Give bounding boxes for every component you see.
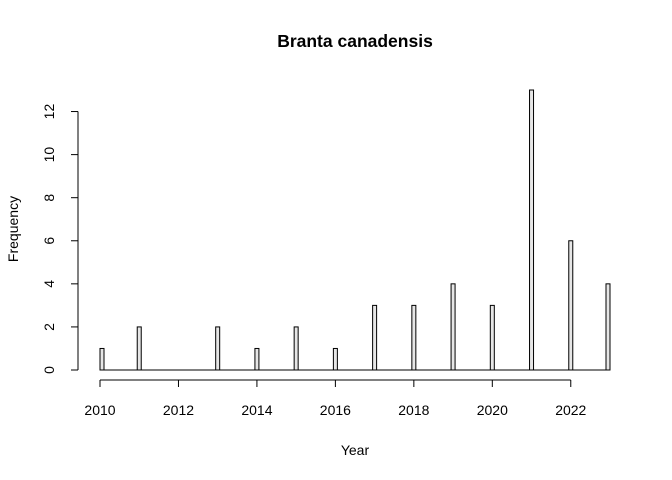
bar-2018: [411, 304, 417, 371]
y-tick-label-2: 2: [41, 323, 57, 331]
bar-2011: [136, 326, 142, 371]
y-axis: 0 2 4 6 8 10 12: [41, 104, 79, 374]
y-tick-label-0: 0: [41, 366, 57, 374]
plot-area: [99, 89, 611, 371]
x-tick-label-2014: 2014: [241, 402, 272, 418]
bar-2015: [293, 326, 299, 371]
y-tick-label-4: 4: [41, 280, 57, 288]
y-tick-label-12: 12: [41, 104, 57, 120]
x-axis: 2010 2012 2014 2016 2018 2020 2022: [84, 379, 587, 418]
bar-2016: [332, 347, 338, 371]
y-axis-label: Frequency: [5, 196, 21, 262]
chart-title: Branta canadensis: [277, 31, 433, 51]
bar-2019: [450, 283, 456, 371]
bar-2013: [215, 326, 221, 371]
bar-2017: [372, 304, 378, 371]
bar-2014: [254, 347, 260, 371]
x-tick-label-2018: 2018: [398, 402, 429, 418]
bar-2020: [489, 304, 495, 371]
y-tick-label-8: 8: [41, 194, 57, 202]
x-tick-label-2022: 2022: [555, 402, 586, 418]
x-axis-label: Year: [341, 442, 370, 458]
bar-2010: [99, 347, 105, 371]
bar-2023: [605, 283, 611, 371]
x-tick-label-2020: 2020: [477, 402, 508, 418]
y-tick-label-6: 6: [41, 237, 57, 245]
x-tick-label-2016: 2016: [320, 402, 351, 418]
bar-2021: [529, 89, 535, 371]
x-tick-label-2012: 2012: [163, 402, 194, 418]
x-tick-label-2010: 2010: [84, 402, 115, 418]
bar-2022: [568, 240, 574, 371]
y-tick-label-10: 10: [41, 147, 57, 163]
